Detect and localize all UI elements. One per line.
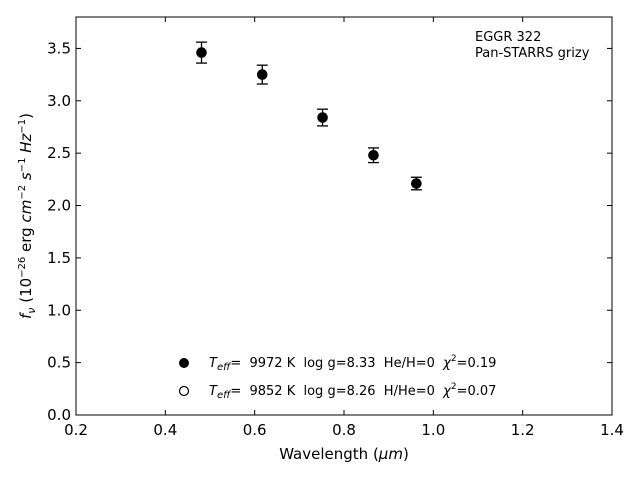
y-tick-label: 0.5 [47,354,71,372]
x-tick-label: 0.4 [153,421,177,439]
legend-marker-filled [179,358,189,368]
data-point-filled [317,112,328,123]
x-tick-label: 1.4 [600,421,624,439]
data-point-filled [256,69,268,80]
y-tick-label: 2.0 [47,197,71,215]
legend-marker-open [178,385,190,397]
y-tick-label: 3.5 [47,39,71,57]
y-tick-label: 1.0 [47,301,71,319]
legend-entry-1: Teff= 9972 K log g=8.33 He/H=0 χ2=0.19 [209,354,496,373]
data-points [196,41,422,191]
data-point-filled [196,47,207,58]
annotation-star-name: EGGR 322 [475,30,541,45]
ticks: 0.2 0.4 0.6 0.8 1.0 1.2 1.4 0.0 0.5 1.0 1.5 2.0 2.5 3… [47,17,624,439]
legend-entry-2: Teff= 9852 K log g=8.26 H/He=0 χ2=0.07 [209,382,496,401]
y-axis-title: fν (10−26 erg cm−2 s−1 Hz−1) [17,113,38,319]
y-tick-label: 3.0 [47,92,71,110]
legend: Teff= 9972 K log g=8.33 He/H=0 χ2=0.19 T… [178,354,496,401]
annotation-survey: Pan-STARRS grizy [475,46,590,61]
x-axis-title: Wavelength (μm) [279,445,409,463]
x-tick-label: 0.2 [64,421,88,439]
data-point-filled [368,149,379,161]
y-tick-label: 1.5 [47,249,71,267]
x-tick-label: 0.8 [332,421,356,439]
y-tick-label: 0.0 [47,406,71,424]
y-tick-label: 2.5 [47,144,71,162]
x-tick-label: 0.6 [243,421,267,439]
data-point-filled [411,178,422,189]
x-tick-label: 1.2 [511,421,535,439]
x-tick-label: 1.0 [421,421,445,439]
